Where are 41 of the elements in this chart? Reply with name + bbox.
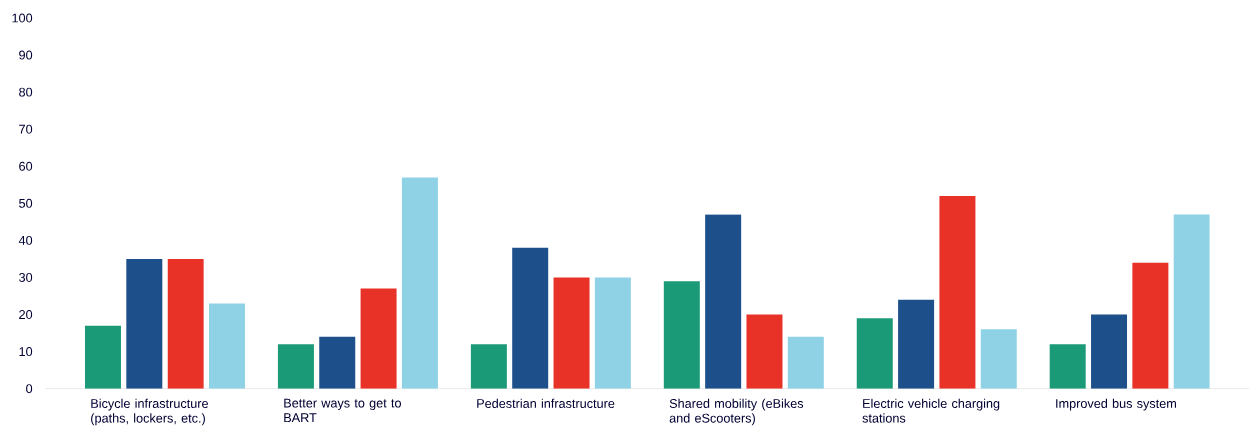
bar xyxy=(746,314,783,389)
bar xyxy=(84,325,121,389)
bar xyxy=(980,329,1017,389)
bar xyxy=(319,336,356,389)
bar xyxy=(705,214,742,389)
bar xyxy=(277,344,314,389)
bar xyxy=(470,344,507,389)
bar xyxy=(939,195,976,389)
x-tick-label: Pedestrian infrastructure xyxy=(477,398,615,408)
bar xyxy=(208,303,245,389)
bar xyxy=(1091,314,1128,389)
x-tick-label: Improved bus system xyxy=(1056,398,1176,411)
y-tick-label: 20 xyxy=(19,310,33,320)
bar xyxy=(898,299,935,389)
bar xyxy=(1173,214,1210,389)
y-tick-label: 0 xyxy=(26,384,33,394)
y-tick-label: 10 xyxy=(19,347,33,357)
bar xyxy=(663,281,700,389)
x-tick-label: Better ways to get to BART xyxy=(284,398,401,423)
x-tick-label: Shared mobility (eBikes and eScooters) xyxy=(669,398,804,426)
y-tick-label: 100 xyxy=(12,13,33,23)
bar xyxy=(126,258,163,389)
bar xyxy=(512,247,549,389)
bar xyxy=(360,288,397,389)
y-tick-label: 90 xyxy=(19,50,33,60)
bar xyxy=(167,258,204,389)
bar xyxy=(856,318,893,389)
bar xyxy=(787,336,824,389)
bar xyxy=(594,277,631,389)
bar xyxy=(553,277,590,389)
y-tick-label: 50 xyxy=(19,198,33,208)
bar xyxy=(401,177,438,389)
y-tick-label: 80 xyxy=(19,87,33,97)
y-tick-label: 60 xyxy=(19,161,33,171)
y-tick-label: 70 xyxy=(19,124,33,134)
bar xyxy=(1049,344,1086,389)
bar xyxy=(1132,262,1169,389)
x-tick-label: Bicycle infrastructure (paths, lockers, etc.) xyxy=(91,398,208,426)
y-tick-label: 30 xyxy=(19,272,33,282)
y-tick-label: 40 xyxy=(18,235,33,245)
x-tick-label: Electric vehicle charging stations xyxy=(862,398,1000,423)
